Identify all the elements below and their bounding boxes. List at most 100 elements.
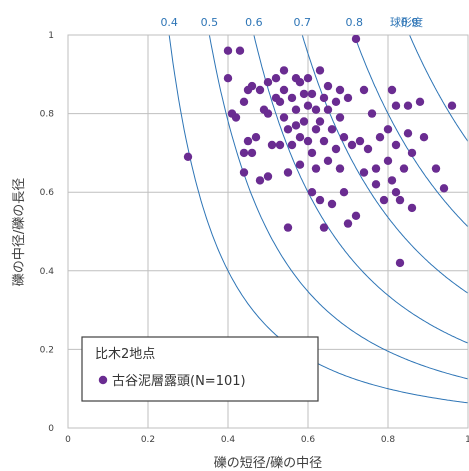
data-point (419, 133, 429, 142)
data-point (299, 89, 309, 99)
data-point (183, 152, 193, 161)
data-point (295, 133, 305, 142)
sphericity-curve (208, 35, 468, 380)
data-point (431, 164, 441, 173)
data-point (391, 101, 401, 110)
data-point (315, 117, 325, 126)
data-point (311, 125, 321, 134)
y-tick-label: 0.4 (40, 267, 55, 277)
data-point (323, 81, 333, 91)
data-point (239, 97, 249, 107)
x-tick-label: 0 (65, 435, 71, 445)
contour-label: 0.5 (201, 16, 219, 29)
data-point (323, 156, 333, 165)
data-point (255, 176, 265, 185)
data-point (383, 125, 393, 134)
data-point (275, 97, 285, 107)
data-point (379, 195, 389, 205)
y-tick-label: 0.8 (40, 110, 55, 120)
x-tick-label: 0.4 (221, 435, 236, 445)
data-point (291, 105, 301, 114)
data-point (287, 93, 297, 103)
data-point (439, 184, 449, 193)
y-tick-label: 1 (48, 31, 54, 41)
y-tick-label: 0.2 (40, 345, 54, 355)
data-point (311, 105, 321, 114)
data-point (403, 101, 413, 110)
data-point (335, 85, 345, 95)
sphericity-curve (409, 35, 468, 142)
legend: 比木2地点 古谷泥層露頭(N=101) (81, 336, 319, 402)
data-point (303, 136, 313, 146)
data-point (323, 105, 333, 114)
data-point (395, 195, 405, 205)
data-point (271, 74, 281, 83)
data-point (263, 109, 273, 118)
x-tick-label: 0.2 (141, 435, 155, 445)
data-point (335, 113, 345, 122)
data-point (343, 219, 353, 228)
data-point (355, 136, 365, 146)
contour-label: 0.4 (160, 16, 178, 29)
data-point (327, 199, 337, 209)
data-point (327, 125, 337, 134)
data-point (287, 140, 297, 150)
data-point (303, 101, 313, 110)
data-point (359, 85, 369, 95)
x-tick-label: 0.6 (301, 435, 316, 445)
data-point (331, 97, 341, 107)
contour-label: 0.8 (345, 16, 363, 29)
data-point (263, 78, 273, 87)
data-point (351, 35, 361, 44)
data-point (247, 81, 257, 91)
data-point (255, 85, 265, 95)
data-point (291, 121, 301, 130)
data-point (447, 101, 457, 110)
data-point (391, 140, 401, 150)
x-tick-labels: 0 0.2 0.4 0.6 0.8 1 (65, 435, 469, 445)
legend-marker (98, 375, 108, 385)
data-point (279, 113, 289, 122)
y-tick-labels: 0 0.2 0.4 0.6 0.8 1 (40, 31, 55, 434)
data-point (363, 144, 373, 154)
data-point (343, 93, 353, 103)
data-point (315, 66, 325, 75)
data-point (275, 140, 285, 150)
data-point (307, 148, 317, 158)
data-point (407, 203, 417, 213)
data-point (339, 133, 349, 142)
data-point (335, 164, 345, 173)
sphericity-curve (301, 35, 468, 294)
data-point (391, 188, 401, 197)
legend-box (81, 336, 319, 402)
data-point (315, 195, 325, 205)
data-point (307, 188, 317, 197)
plot-frame (67, 34, 469, 429)
data-point (223, 46, 233, 55)
x-axis-title: 礫の短径/礫の中径 (214, 455, 322, 471)
contour-label: 0.9 (401, 16, 419, 29)
data-point (387, 85, 397, 95)
x-tick-label: 1 (465, 435, 469, 445)
data-point (307, 89, 317, 99)
data-point (319, 136, 329, 146)
data-point (235, 46, 245, 55)
data-point (239, 168, 249, 177)
data-point (295, 160, 305, 169)
data-point (243, 136, 253, 146)
data-point (263, 172, 273, 181)
data-point (279, 66, 289, 75)
data-point (387, 176, 397, 185)
data-point (371, 180, 381, 189)
y-tick-label: 0.6 (40, 188, 55, 198)
data-point (223, 74, 233, 83)
data-point (415, 97, 425, 107)
data-point (251, 133, 261, 142)
data-point (295, 78, 305, 87)
data-point (283, 125, 293, 134)
data-point (267, 140, 277, 150)
data-point (319, 223, 329, 232)
y-tick-label: 0 (48, 424, 54, 434)
sphericity-curve (168, 35, 468, 404)
